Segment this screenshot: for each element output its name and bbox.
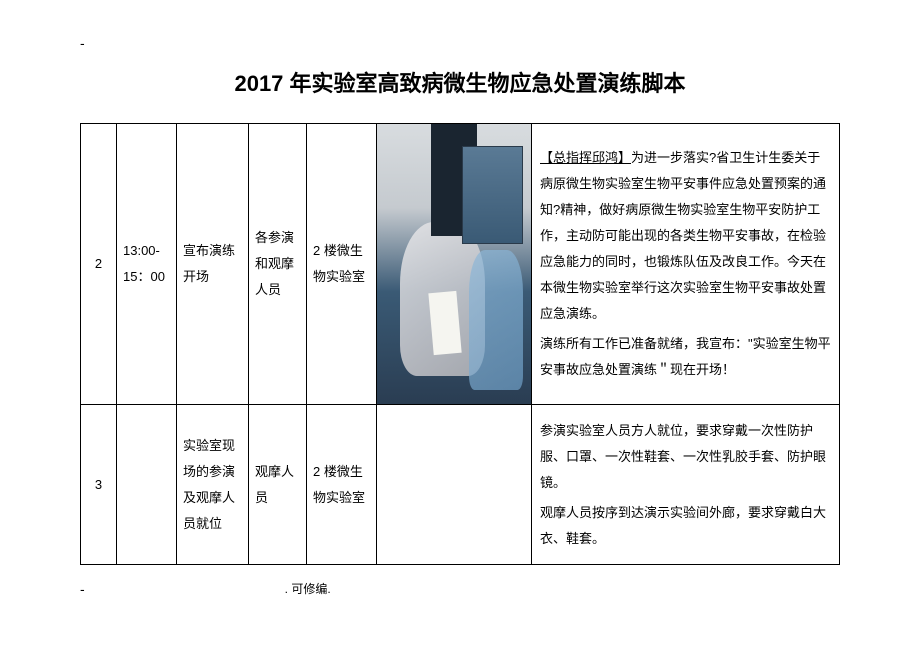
- bottom-note-text: . 可修编.: [285, 580, 331, 597]
- top-marker: -: [80, 35, 840, 51]
- row-number: 2: [81, 124, 117, 405]
- document-title: 2017 年实验室高致病微生物应急处置演练脚本: [80, 66, 840, 98]
- participants-cell: 观摩人员: [249, 405, 307, 565]
- time-cell: 13:00-15：00: [117, 124, 177, 405]
- location-cell: 2 楼微生物实验室: [307, 405, 377, 565]
- row-number: 3: [81, 405, 117, 565]
- activity-cell: 宣布演练开场: [177, 124, 249, 405]
- description-body: 为进一步落实?省卫生计生委关于病原微生物实验室生物平安事件应急处置预案的通知?精…: [540, 150, 826, 321]
- schedule-table: 2 13:00-15：00 宣布演练开场 各参演和观摩人员 2 楼微生物实验室 …: [80, 123, 840, 565]
- description-body2: 观摩人员按序到达演示实验间外廊，要求穿戴白大衣、鞋套。: [540, 500, 831, 552]
- participants-cell: 各参演和观摩人员: [249, 124, 307, 405]
- lab-photo: [377, 124, 531, 404]
- photo-cell-empty: [377, 405, 532, 565]
- time-cell: [117, 405, 177, 565]
- description-cell: 参演实验室人员方人就位，要求穿戴一次性防护服、口罩、一次性鞋套、一次性乳胶手套、…: [532, 405, 840, 565]
- page-footer: - . 可修编.: [80, 580, 840, 597]
- table-row: 2 13:00-15：00 宣布演练开场 各参演和观摩人员 2 楼微生物实验室 …: [81, 124, 840, 405]
- description-header: 【总指挥邱鸿】: [540, 150, 631, 165]
- photo-cell: [377, 124, 532, 405]
- description-cell: 【总指挥邱鸿】为进一步落实?省卫生计生委关于病原微生物实验室生物平安事件应急处置…: [532, 124, 840, 405]
- document-page: - 2017 年实验室高致病微生物应急处置演练脚本 2 13:00-15：00 …: [0, 0, 920, 617]
- activity-cell: 实验室现场的参演及观摩人员就位: [177, 405, 249, 565]
- bottom-marker: -: [80, 581, 85, 597]
- description-body: 参演实验室人员方人就位，要求穿戴一次性防护服、口罩、一次性鞋套、一次性乳胶手套、…: [540, 418, 831, 496]
- location-cell: 2 楼微生物实验室: [307, 124, 377, 405]
- description-body2: 演练所有工作已准备就绪，我宣布："实验室生物平安事故应急处置演练＂现在开场！: [540, 331, 831, 383]
- table-row: 3 实验室现场的参演及观摩人员就位 观摩人员 2 楼微生物实验室 参演实验室人员…: [81, 405, 840, 565]
